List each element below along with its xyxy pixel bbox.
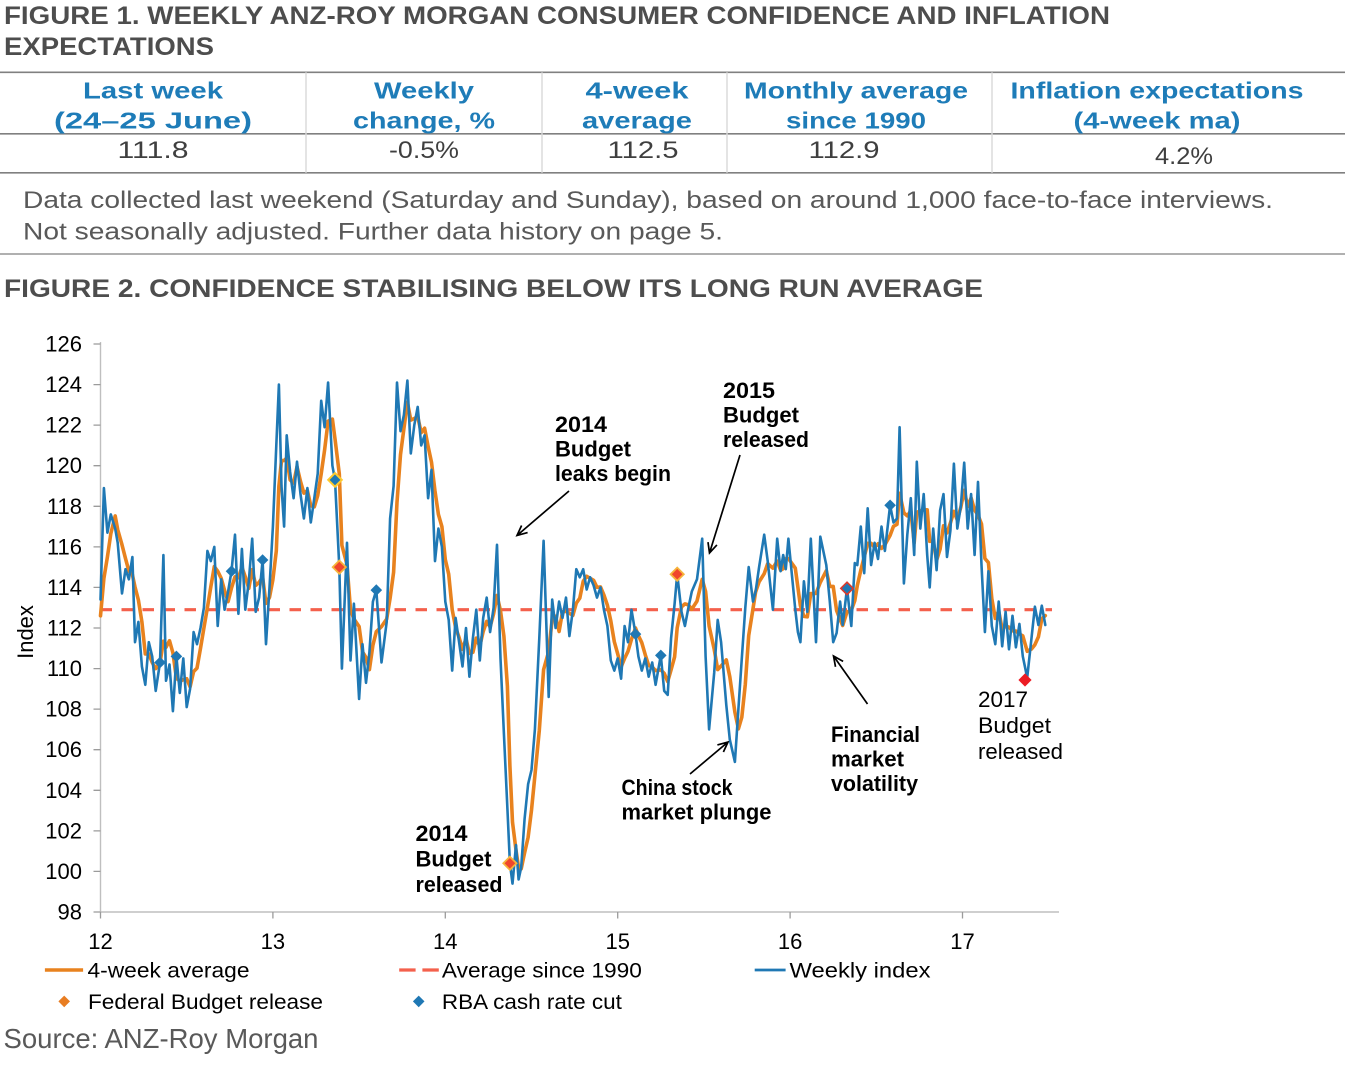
svg-text:Budget: Budget (978, 713, 1051, 738)
svg-text:since 1990: since 1990 (786, 108, 926, 134)
svg-text:Weekly index: Weekly index (790, 960, 932, 983)
svg-text:13: 13 (261, 929, 285, 954)
svg-text:16: 16 (778, 929, 802, 954)
svg-text:(24–25 June): (24–25 June) (54, 108, 252, 134)
svg-text:Financial: Financial (831, 722, 920, 747)
svg-text:124: 124 (45, 372, 82, 397)
svg-text:2015: 2015 (723, 378, 775, 403)
svg-text:118: 118 (47, 494, 82, 519)
svg-text:2014: 2014 (555, 412, 608, 437)
svg-text:2014: 2014 (416, 821, 469, 846)
svg-text:126: 126 (45, 331, 82, 356)
svg-text:112.5: 112.5 (608, 137, 679, 164)
svg-text:Budget: Budget (416, 847, 493, 872)
svg-text:110: 110 (47, 656, 82, 681)
svg-text:China stock: China stock (622, 775, 734, 800)
svg-text:104: 104 (45, 778, 82, 803)
svg-text:Monthly average: Monthly average (744, 78, 968, 104)
svg-text:-0.5%: -0.5% (389, 137, 459, 164)
svg-text:122: 122 (45, 413, 82, 438)
svg-text:111.8: 111.8 (118, 137, 189, 164)
svg-text:change, %: change, % (353, 108, 495, 134)
svg-text:102: 102 (45, 818, 82, 843)
svg-text:4-week: 4-week (586, 78, 689, 104)
svg-text:market: market (831, 747, 905, 772)
svg-text:15: 15 (605, 929, 629, 954)
svg-text:112.9: 112.9 (809, 137, 880, 164)
svg-text:14: 14 (433, 929, 457, 954)
svg-text:Inflation expectations: Inflation expectations (1011, 78, 1304, 104)
svg-text:(4-week ma): (4-week ma) (1074, 108, 1241, 134)
svg-text:4-week average: 4-week average (88, 960, 250, 983)
svg-text:Budget: Budget (723, 403, 800, 428)
svg-text:FIGURE 2. CONFIDENCE STABILISI: FIGURE 2. CONFIDENCE STABILISING BELOW I… (4, 275, 983, 303)
svg-text:RBA cash rate cut: RBA cash rate cut (442, 991, 622, 1014)
svg-text:116: 116 (47, 534, 82, 559)
svg-text:average: average (582, 108, 692, 134)
svg-text:Data collected last weekend (S: Data collected last weekend (Saturday an… (23, 187, 1273, 214)
svg-text:112: 112 (47, 615, 82, 640)
svg-text:Source: ANZ-Roy Morgan: Source: ANZ-Roy Morgan (4, 1023, 319, 1054)
svg-text:106: 106 (45, 737, 82, 762)
svg-text:EXPECTATIONS: EXPECTATIONS (4, 33, 214, 61)
svg-text:98: 98 (58, 900, 82, 925)
svg-text:2017: 2017 (978, 687, 1028, 712)
svg-text:Index: Index (13, 605, 38, 659)
svg-text:100: 100 (45, 859, 82, 884)
svg-text:17: 17 (950, 929, 974, 954)
svg-text:volatility: volatility (831, 771, 919, 796)
svg-text:Average since 1990: Average since 1990 (442, 960, 642, 983)
svg-text:Last week: Last week (83, 78, 223, 104)
svg-text:108: 108 (45, 697, 82, 722)
svg-text:4.2%: 4.2% (1155, 143, 1213, 170)
svg-text:leaks begin: leaks begin (555, 461, 671, 486)
svg-text:Federal Budget release: Federal Budget release (88, 991, 323, 1014)
svg-text:Budget: Budget (555, 437, 632, 462)
svg-text:Not seasonally adjusted. Furth: Not seasonally adjusted. Further data hi… (23, 219, 723, 246)
svg-text:114: 114 (47, 575, 82, 600)
svg-text:released: released (723, 427, 809, 452)
svg-text:released: released (978, 739, 1063, 764)
svg-text:12: 12 (88, 929, 112, 954)
svg-text:FIGURE 1. WEEKLY ANZ-ROY MORGA: FIGURE 1. WEEKLY ANZ-ROY MORGAN CONSUMER… (4, 2, 1110, 30)
svg-text:120: 120 (45, 453, 82, 478)
svg-text:market plunge: market plunge (622, 800, 772, 825)
svg-text:Weekly: Weekly (374, 78, 474, 104)
svg-text:released: released (416, 872, 503, 897)
